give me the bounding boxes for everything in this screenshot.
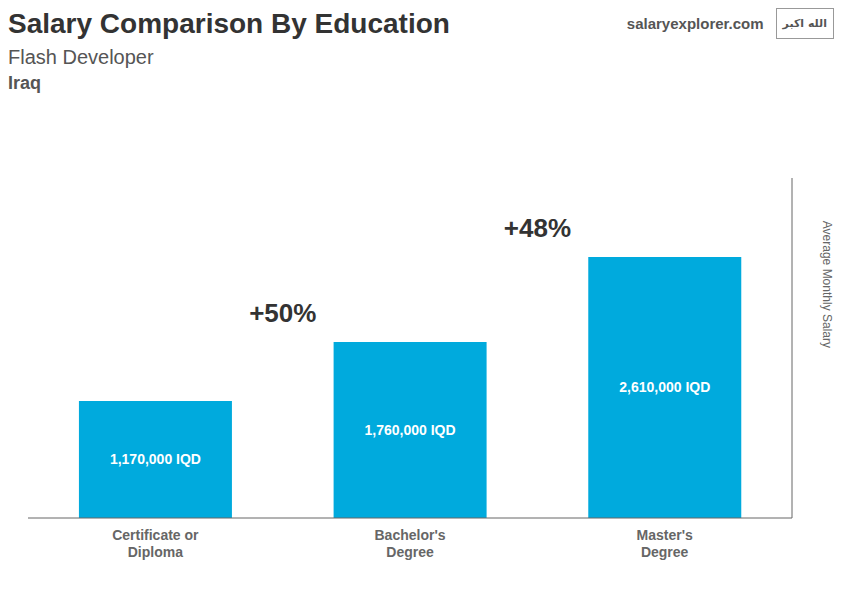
html-text:الله اكبر: الله اكبر — [782, 17, 827, 30]
html-text:salaryexplorer.com: salaryexplorer.com — [626, 15, 764, 32]
svg-text:Master'sDegree: Master'sDegree — [637, 527, 693, 560]
svg-text:Certificate orDiploma: Certificate orDiploma — [112, 527, 199, 560]
svg-text:1,170,000 IQD: 1,170,000 IQD — [110, 451, 201, 467]
svg-text:+50%: +50% — [249, 298, 316, 328]
svg-text:+48%: +48% — [504, 213, 571, 243]
html-text:Flash Developer: Flash Developer — [8, 46, 154, 68]
svg-text:2,610,000 IQD: 2,610,000 IQD — [619, 379, 710, 395]
html-text:Salary Comparison By Education: Salary Comparison By Education — [8, 8, 450, 39]
svg-text:Bachelor'sDegree: Bachelor'sDegree — [374, 527, 445, 560]
html-text:Iraq: Iraq — [8, 73, 41, 93]
svg-text:Average Monthly Salary: Average Monthly Salary — [820, 221, 834, 348]
svg-text:1,760,000 IQD: 1,760,000 IQD — [365, 422, 456, 438]
